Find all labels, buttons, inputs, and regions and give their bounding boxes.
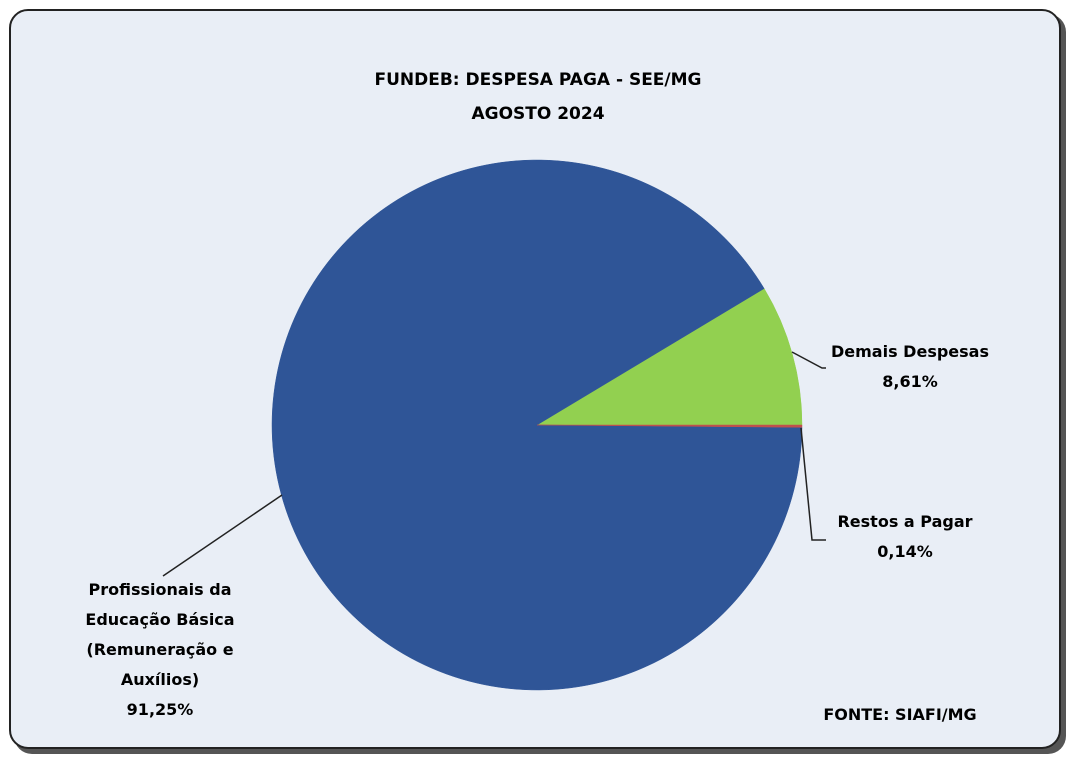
pie-slice [536,424,803,428]
chart-subtitle: AGOSTO 2024 [471,104,605,124]
data-label: Profissionais da Educação Básica (Remune… [85,580,235,719]
data-label: Restos a Pagar 0,14% [837,512,973,561]
pie [271,159,803,691]
leader-line [791,351,826,369]
pie-slice [536,288,803,426]
leader-line [162,494,283,577]
leader-line [800,427,826,541]
chart-title: FUNDEB: DESPESA PAGA - SEE/MG [374,70,702,90]
data-label: Demais Despesas 8,61% [831,342,989,391]
source-note: FONTE: SIAFI/MG [823,705,977,724]
